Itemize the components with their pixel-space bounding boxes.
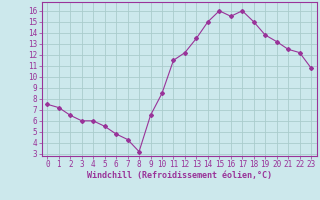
X-axis label: Windchill (Refroidissement éolien,°C): Windchill (Refroidissement éolien,°C) bbox=[87, 171, 272, 180]
